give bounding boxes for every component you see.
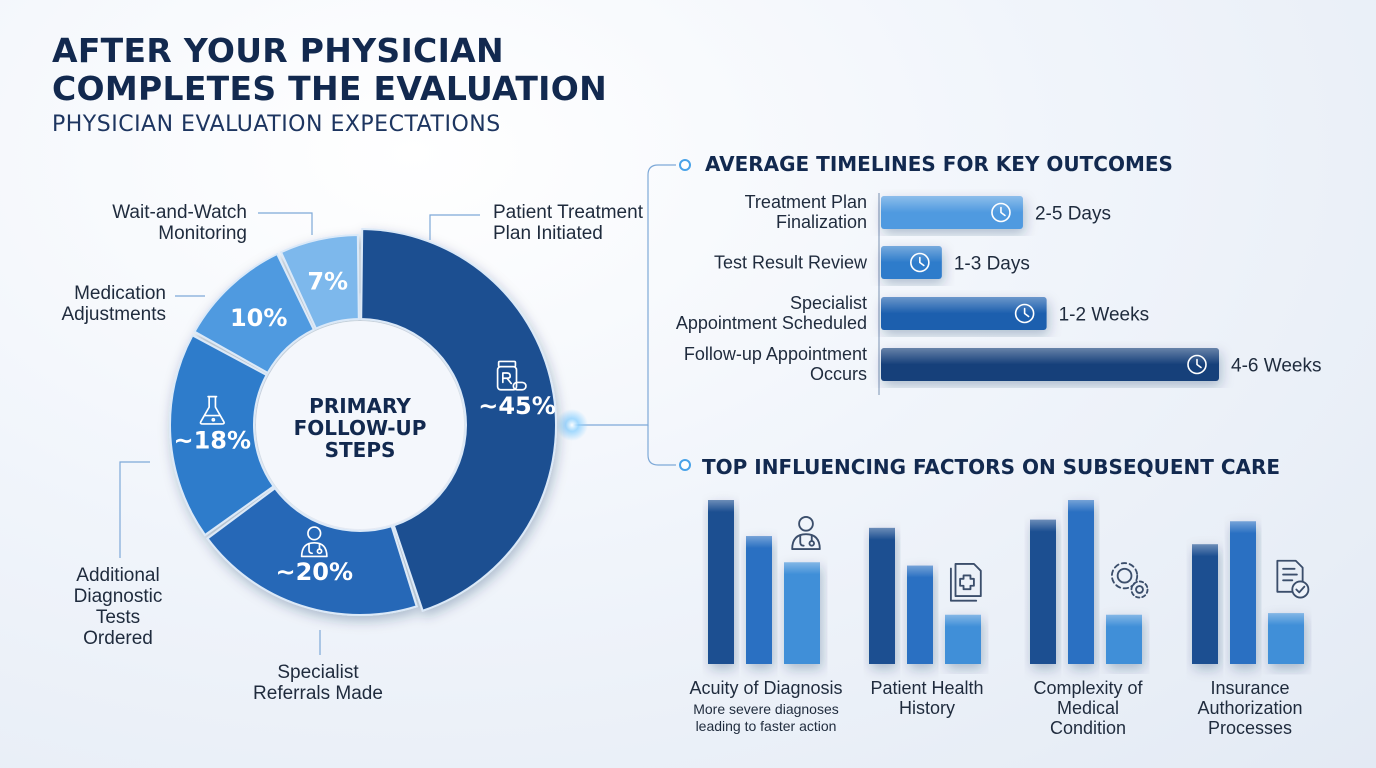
factor-bar-shine <box>1106 614 1142 627</box>
factors-title: TOP INFLUENCING FACTORS ON SUBSEQUENT CA… <box>702 455 1281 479</box>
factor-category-label: Acuity of Diagnosis <box>689 678 842 698</box>
factor-bar <box>708 500 734 664</box>
doctor-icon <box>300 526 328 558</box>
factor-bar-shine <box>907 565 933 578</box>
timeline-bar-shine <box>881 297 1047 314</box>
leader-line <box>119 461 150 558</box>
medical-record-icon <box>949 562 982 602</box>
donut-hole <box>256 321 464 529</box>
factor-category-label: Patient Health History <box>870 678 983 718</box>
factor-bar-shine <box>708 500 734 512</box>
slice-value-label: 7% <box>307 268 348 296</box>
factor-note: More severe diagnoses leading to faster a… <box>693 701 839 734</box>
timeline-value-label: 1-3 Days <box>954 254 1030 275</box>
page-subtitle: PHYSICIAN EVALUATION EXPECTATIONS <box>52 112 501 137</box>
leader-line <box>429 214 480 240</box>
timeline-category-label: Treatment Plan Finalization <box>745 192 867 232</box>
factor-bar <box>869 527 895 664</box>
timeline-bar-shine <box>881 348 1219 365</box>
page-title: AFTER YOUR PHYSICIAN COMPLETES THE EVALU… <box>52 31 607 108</box>
factor-bar <box>1030 519 1056 664</box>
clock-icon <box>991 202 1011 223</box>
timeline-value-label: 2-5 Days <box>1035 204 1111 225</box>
factor-bar-shine <box>746 536 772 549</box>
donut-slice <box>279 234 360 330</box>
factor-bar-shine <box>1268 613 1304 626</box>
slice-category-label: Wait-and-Watch Monitoring <box>112 202 247 244</box>
timeline-value-label: 1-2 Weeks <box>1059 305 1149 326</box>
slice-category-label: Additional Diagnostic Tests Ordered <box>74 565 163 649</box>
slice-value-label: 10% <box>230 304 287 332</box>
flask-icon <box>199 395 225 425</box>
donut-slice <box>360 228 557 612</box>
factor-bar <box>1230 521 1256 664</box>
factor-bar-shine <box>945 614 981 627</box>
timeline-value-label: 4-6 Weeks <box>1231 356 1321 377</box>
slice-category-label: Specialist Referrals Made <box>253 662 383 704</box>
gears-icon <box>1110 562 1149 599</box>
timeline-category-label: Specialist Appointment Scheduled <box>676 293 867 333</box>
slice-value-label: ~45% <box>478 392 556 420</box>
donut-slice <box>206 486 418 616</box>
factor-bar-shine <box>1068 500 1094 512</box>
factor-bar-shine <box>1192 544 1218 557</box>
timeline-category-label: Follow-up Appointment Occurs <box>684 344 867 384</box>
factor-bar <box>1192 544 1218 664</box>
donut-slice <box>169 334 275 537</box>
leader-line <box>258 212 313 235</box>
factor-bar <box>746 536 772 664</box>
slice-category-label: Medication Adjustments <box>61 283 166 325</box>
factor-bar-shine <box>1230 521 1256 534</box>
donut-slice <box>193 252 316 375</box>
clock-icon <box>1187 354 1207 375</box>
factor-bar-shine <box>784 562 820 575</box>
document-check-icon <box>1276 559 1310 599</box>
timelines-title: AVERAGE TIMELINES FOR KEY OUTCOMES <box>705 152 1173 176</box>
connector-lines <box>556 159 691 471</box>
prescription-bottle-icon <box>496 360 527 391</box>
factors-bar-chart: Acuity of Diagnosis More severe diagnoses… <box>689 500 1310 738</box>
timeline-bar-shine <box>881 196 1023 213</box>
timeline-bar-chart: 2-5 Days Treatment Plan Finalization 1-3 Da… <box>676 192 1322 384</box>
factor-bar-shine <box>1030 519 1056 532</box>
factor-bar <box>784 562 820 664</box>
doctor-icon <box>791 515 821 551</box>
slice-value-label: ~20% <box>275 558 353 586</box>
donut-labels: ~45% Patient Treatment Plan Initiated ~20% S… <box>61 202 643 704</box>
factor-category-label: Insurance Authorization Processes <box>1197 678 1302 738</box>
clock-icon <box>1014 303 1035 324</box>
slice-value-label: ~18% <box>174 426 252 454</box>
factor-bar-shine <box>869 527 895 540</box>
factor-bar <box>1068 500 1094 664</box>
donut-center-label: PRIMARY FOLLOW-UP STEPS <box>294 394 427 462</box>
timeline-bar-shine <box>881 246 942 263</box>
slice-category-label: Patient Treatment Plan Initiated <box>493 202 644 244</box>
timeline-category-label: Test Result Review <box>714 253 868 273</box>
clock-icon <box>910 252 930 273</box>
factor-category-label: Complexity of Medical Condition <box>1033 678 1143 738</box>
donut-chart <box>169 228 557 616</box>
factor-bar <box>907 565 933 664</box>
